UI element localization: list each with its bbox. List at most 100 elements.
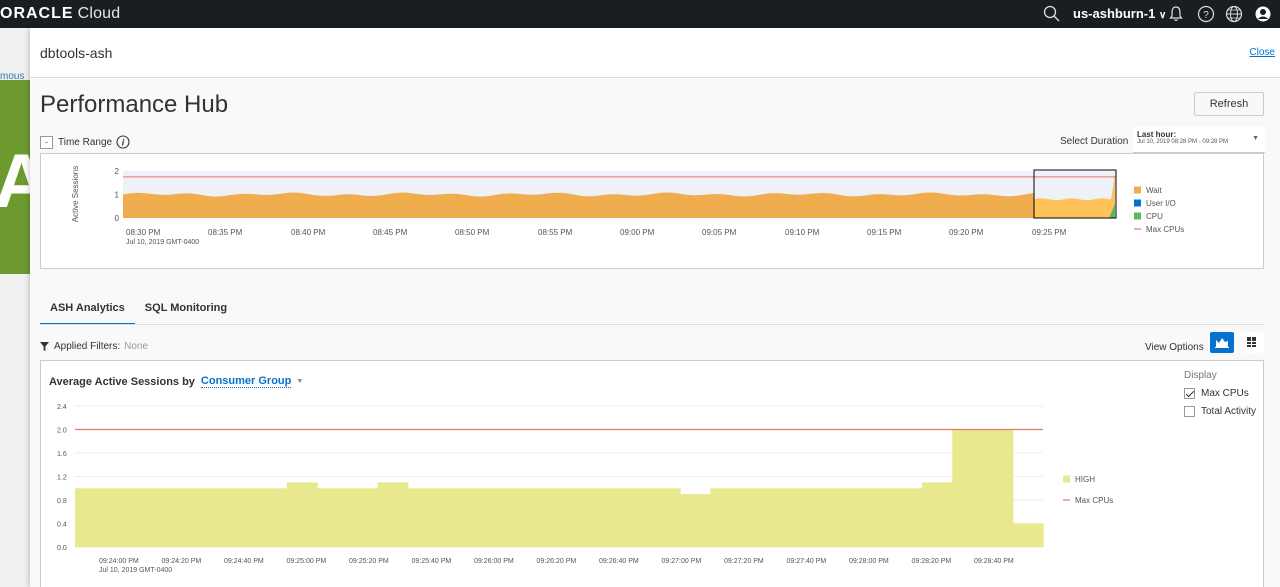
region-label: us-ashburn-1	[1073, 6, 1156, 21]
ash-legend-label: Max CPUs	[1075, 496, 1113, 505]
filters-label: Applied Filters:	[54, 341, 121, 352]
ash-bar-high	[528, 488, 560, 548]
overview-x-tick: 08:50 PM	[455, 228, 490, 237]
background-link[interactable]: mous	[0, 71, 25, 82]
tab-ash-analytics[interactable]: ASH Analytics	[40, 299, 135, 325]
ash-bar-high	[891, 488, 923, 548]
ash-x-tick: 09:27:00 PM	[662, 558, 702, 565]
ash-bar-high	[1012, 523, 1044, 547]
ash-bar-high	[982, 429, 1014, 547]
user-profile-icon[interactable]	[1253, 4, 1273, 24]
overview-x-tick: 09:25 PM	[1032, 228, 1067, 237]
overview-y-axis-label: Active Sessions	[71, 166, 80, 222]
background-page: A mous ource	[0, 28, 30, 587]
ash-y-tick: 1.2	[57, 475, 67, 482]
overview-x-tick: 08:40 PM	[291, 228, 326, 237]
max-cpus-option-label: Max CPUs	[1201, 388, 1249, 399]
duration-range: Jul 10, 2019 08:28 PM - 09:28 PM	[1137, 139, 1229, 145]
table-view-button[interactable]	[1240, 332, 1264, 353]
overview-wait-area	[123, 192, 1034, 218]
tab-sql-monitoring[interactable]: SQL Monitoring	[144, 302, 228, 314]
overview-chart[interactable]: 2 1 0 Active Sessions 08:30 PM 08:35 PM 08:40 …	[41, 154, 1265, 270]
overview-legend-swatch	[1134, 199, 1141, 207]
background-glyph: A	[0, 139, 30, 224]
dimension-selector[interactable]: Consumer Group	[200, 375, 292, 388]
ash-bar-high	[347, 488, 379, 548]
ash-bar-high	[710, 488, 742, 548]
ash-x-tick: 09:28:20 PM	[912, 558, 952, 565]
overview-x-tick: 09:10 PM	[785, 228, 820, 237]
overview-legend-swatch	[1134, 186, 1141, 194]
overview-legend-label: Max CPUs	[1146, 225, 1184, 234]
overview-cpu-area	[1109, 203, 1115, 218]
display-label: Display	[1184, 370, 1217, 381]
overview-legend-label: CPU	[1146, 212, 1163, 221]
ash-bar-high	[770, 488, 802, 548]
ash-bar-high	[952, 429, 984, 547]
ash-title-label: Average Active Sessions by	[49, 375, 195, 388]
grid-icon	[1247, 337, 1256, 347]
overview-x-tick: 08:30 PM	[126, 228, 161, 237]
total-activity-checkbox[interactable]	[1184, 406, 1195, 417]
database-name: dbtools-ash	[40, 45, 113, 61]
close-link[interactable]: Close	[1249, 47, 1275, 58]
overview-y-tick: 2	[115, 167, 120, 176]
ash-bar-high	[740, 488, 772, 548]
average-active-sessions-chart[interactable]: 2.4 2.0 1.6 1.2 0.8 0.4 0.0 09:24:00 PM 09:24:20…	[41, 361, 1181, 587]
region-selector[interactable]: us-ashburn-1 ∨	[1073, 0, 1166, 28]
ash-bar-high	[922, 482, 953, 547]
overview-x-tick: 09:05 PM	[702, 228, 737, 237]
background-text: ource	[0, 584, 30, 587]
ash-y-tick: 0.8	[57, 498, 67, 505]
oracle-cloud-logo[interactable]: ORACLE Cloud	[0, 0, 120, 28]
ash-x-tick: 09:27:20 PM	[724, 558, 764, 565]
ash-bar-high	[559, 488, 590, 548]
time-selection-window[interactable]	[1033, 169, 1117, 219]
search-icon[interactable]	[1042, 4, 1062, 24]
overview-x-tick: 08:55 PM	[538, 228, 573, 237]
overview-x-tick: 08:45 PM	[373, 228, 408, 237]
ash-x-tick: 09:28:40 PM	[974, 558, 1014, 565]
background-banner	[0, 80, 30, 274]
time-range-header: - Time Range i	[40, 134, 130, 150]
collapse-button[interactable]: -	[40, 135, 53, 149]
bell-icon[interactable]	[1166, 4, 1186, 24]
performance-hub-panel: dbtools-ash Close Performance Hub Refres…	[30, 28, 1280, 587]
ash-y-tick: 2.0	[57, 428, 67, 435]
panel-header: dbtools-ash Close	[30, 28, 1280, 78]
max-cpus-option[interactable]: Max CPUs	[1184, 388, 1249, 399]
ash-bar-high	[619, 488, 651, 548]
ash-legend-label: HIGH	[1075, 475, 1095, 484]
refresh-button[interactable]: Refresh	[1194, 92, 1264, 116]
overview-y-tick: 1	[115, 191, 120, 200]
globe-icon[interactable]	[1224, 4, 1244, 24]
ash-bar-high	[801, 488, 832, 548]
help-icon[interactable]: ?	[1196, 4, 1216, 24]
ash-x-tick: 09:26:00 PM	[474, 558, 514, 565]
chart-view-button[interactable]	[1210, 332, 1234, 353]
overview-x-subtitle: Jul 10, 2019 GMT-0400	[126, 239, 199, 246]
panel-body: Performance Hub Refresh - Time Range i S…	[30, 79, 1280, 587]
dropdown-arrow-icon[interactable]: ▼	[296, 378, 304, 385]
ash-bar-high	[165, 488, 197, 548]
analysis-tabs: ASH Analytics SQL Monitoring	[40, 299, 237, 325]
ash-bar-high	[377, 482, 409, 547]
ash-x-tick: 09:25:00 PM	[287, 558, 327, 565]
ash-bar-high	[468, 488, 500, 548]
ash-bar-high	[135, 488, 167, 548]
ash-bar-high	[407, 488, 439, 548]
ash-legend-swatch	[1063, 475, 1070, 483]
ash-bar-high	[498, 488, 530, 548]
ash-bar-high	[589, 488, 621, 548]
max-cpus-checkbox[interactable]	[1184, 388, 1195, 399]
total-activity-option-label: Total Activity	[1201, 406, 1257, 417]
ash-chart-title: Average Active Sessions by Consumer Grou…	[49, 375, 303, 388]
filter-icon	[40, 342, 49, 351]
ash-analytics-panel: Average Active Sessions by Consumer Grou…	[40, 360, 1264, 587]
info-icon[interactable]: i	[116, 135, 130, 149]
ash-x-tick: 09:25:20 PM	[349, 558, 389, 565]
ash-x-tick: 09:24:20 PM	[162, 558, 202, 565]
total-activity-option[interactable]: Total Activity	[1184, 406, 1256, 417]
ash-bar-high	[861, 488, 893, 548]
duration-select[interactable]: Last hour: Jul 10, 2019 08:28 PM - 09:28…	[1133, 127, 1265, 153]
